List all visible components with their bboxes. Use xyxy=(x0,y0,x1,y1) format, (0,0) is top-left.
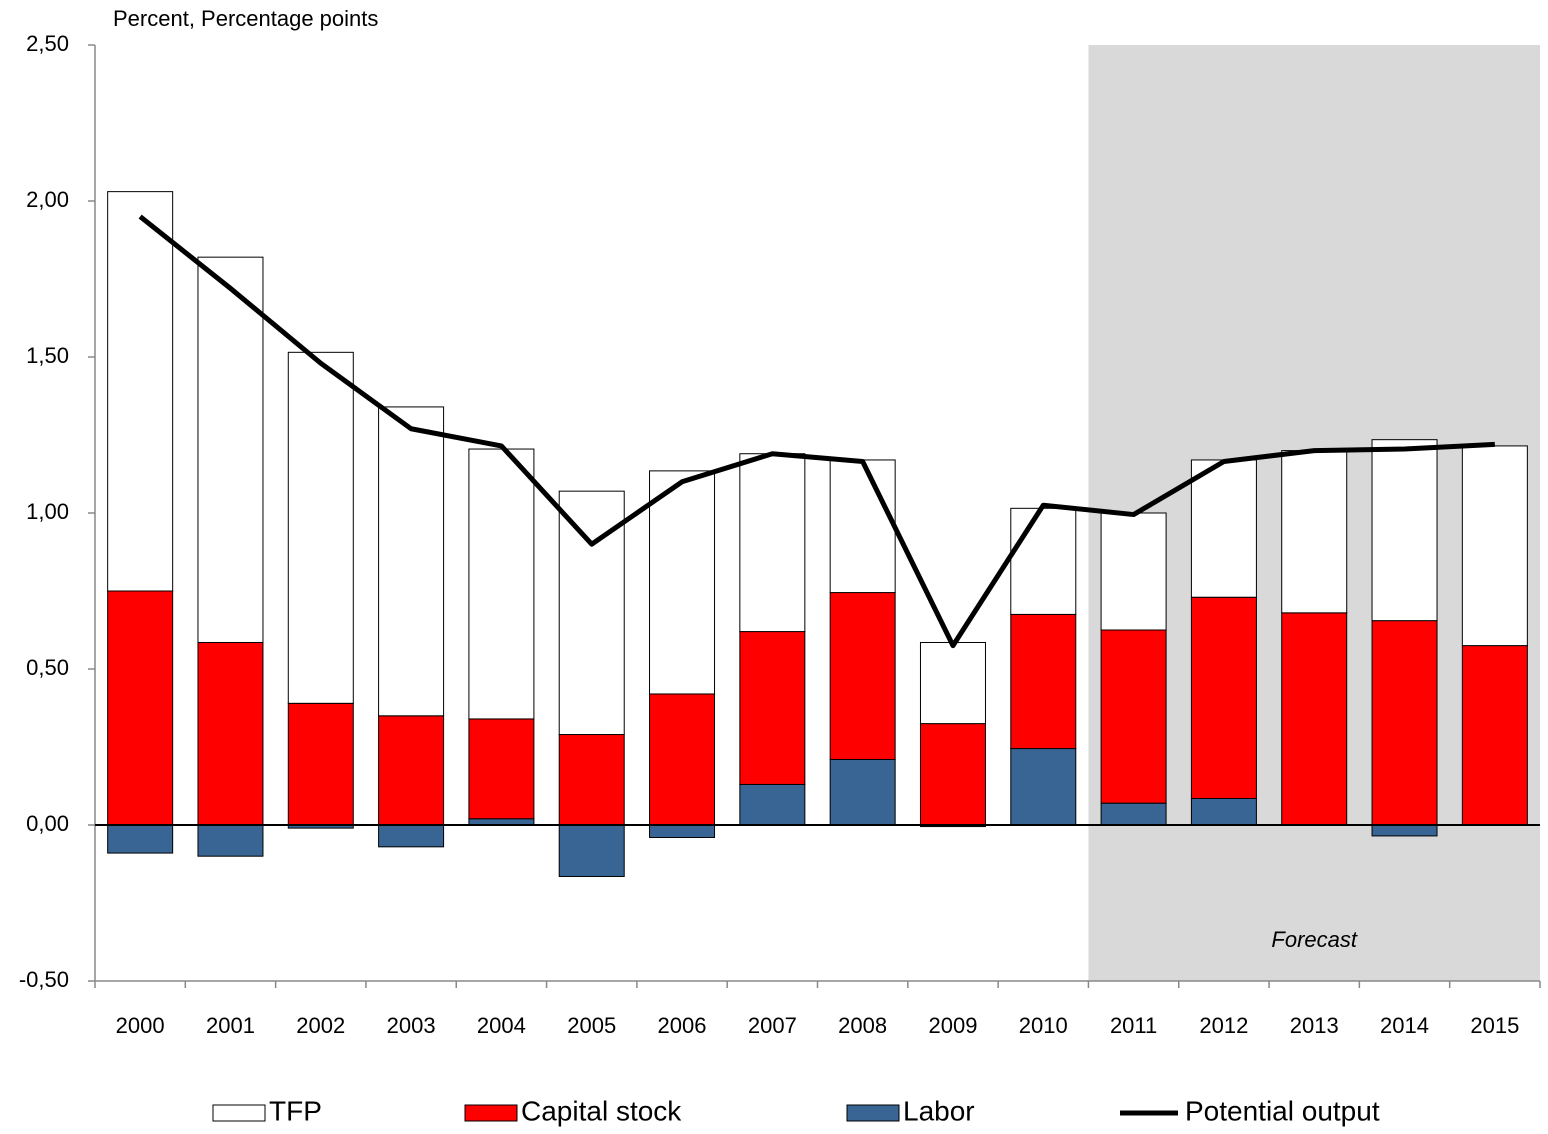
bar xyxy=(649,824,716,838)
x-tick-label: 2012 xyxy=(1199,1013,1248,1038)
x-tick-label: 2011 xyxy=(1110,1013,1157,1038)
bar xyxy=(739,631,806,785)
bar xyxy=(468,718,535,820)
bar xyxy=(829,592,896,760)
x-tick-label: 2007 xyxy=(748,1013,797,1038)
bar xyxy=(1371,824,1438,837)
bar xyxy=(1010,507,1077,615)
x-tick-label: 2013 xyxy=(1290,1013,1339,1038)
bar xyxy=(649,693,716,826)
legend-label: TFP xyxy=(269,1095,322,1126)
bar xyxy=(1281,612,1348,826)
legend-swatch xyxy=(212,1104,266,1122)
bar xyxy=(1190,797,1257,826)
y-axis-label: Percent, Percentage points xyxy=(113,6,378,31)
x-tick-label: 2004 xyxy=(477,1013,526,1038)
x-tick-label: 2005 xyxy=(567,1013,616,1038)
x-tick-label: 2008 xyxy=(838,1013,887,1038)
bar xyxy=(829,758,896,826)
bar xyxy=(1100,629,1167,804)
x-tick-label: 2010 xyxy=(1019,1013,1068,1038)
annotation: Forecast xyxy=(1271,927,1357,952)
x-tick-label: 2003 xyxy=(387,1013,436,1038)
bar xyxy=(919,641,986,725)
bar xyxy=(197,641,264,826)
bar xyxy=(197,256,264,643)
x-tick-label: 2015 xyxy=(1470,1013,1519,1038)
bar xyxy=(739,453,806,633)
bar xyxy=(287,702,354,826)
bar xyxy=(1371,620,1438,826)
x-tick-label: 2002 xyxy=(296,1013,345,1038)
y-tick-label: 0,50 xyxy=(26,655,69,680)
bar xyxy=(197,824,264,857)
bar xyxy=(107,191,174,592)
bar xyxy=(739,783,806,826)
bar xyxy=(107,824,174,854)
bar xyxy=(558,824,625,877)
bar xyxy=(919,723,986,826)
bar xyxy=(1100,512,1167,631)
bar xyxy=(1010,613,1077,750)
bar xyxy=(1461,645,1528,826)
bar xyxy=(1371,439,1438,622)
bar xyxy=(1010,748,1077,826)
bar xyxy=(1190,459,1257,598)
line-series xyxy=(138,214,1495,649)
bar xyxy=(649,470,716,695)
bar xyxy=(558,734,625,826)
bar xyxy=(378,406,445,717)
legend-label: Potential output xyxy=(1185,1095,1380,1126)
legend-swatch xyxy=(846,1104,900,1122)
x-tick-label: 2001 xyxy=(206,1013,255,1038)
y-tick-label: 1,50 xyxy=(26,343,69,368)
legend-label: Labor xyxy=(903,1095,975,1126)
y-tick-label: 1,00 xyxy=(26,499,69,524)
legend-label: Capital stock xyxy=(521,1095,682,1126)
x-tick-label: 2014 xyxy=(1380,1013,1429,1038)
bar xyxy=(287,351,354,704)
y-tick-label: 0,00 xyxy=(26,811,69,836)
bar xyxy=(468,448,535,720)
bar xyxy=(1100,802,1167,826)
bar xyxy=(829,459,896,594)
legend-swatch xyxy=(464,1104,518,1122)
bar xyxy=(378,824,445,848)
x-tick-label: 2006 xyxy=(658,1013,707,1038)
y-tick-label: 2,00 xyxy=(26,187,69,212)
bar xyxy=(1190,596,1257,799)
x-tick-label: 2000 xyxy=(116,1013,165,1038)
bar xyxy=(1461,445,1528,647)
bar xyxy=(1281,450,1348,614)
bar xyxy=(378,715,445,826)
y-tick-label: -0,50 xyxy=(19,967,69,992)
bar xyxy=(107,590,174,826)
y-tick-label: 2,50 xyxy=(26,31,69,56)
x-tick-label: 2009 xyxy=(928,1013,977,1038)
